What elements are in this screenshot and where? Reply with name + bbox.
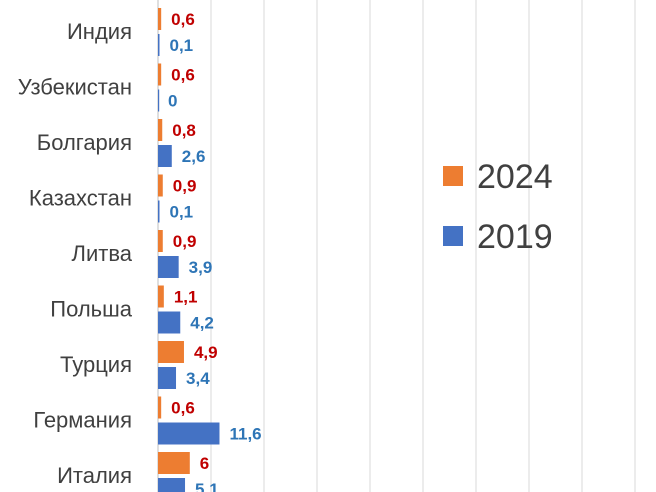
bar-2024 xyxy=(158,230,163,252)
data-label-2019: 2,6 xyxy=(182,147,206,166)
data-label-2019: 0,1 xyxy=(170,36,194,55)
data-label-2024: 6 xyxy=(200,454,209,473)
bar-2024 xyxy=(158,63,162,86)
data-label-2019: 3,4 xyxy=(186,369,210,388)
category-label: Болгария xyxy=(37,130,132,155)
bar-2024 xyxy=(158,8,162,30)
data-label-2024: 0,6 xyxy=(171,399,195,418)
bar-2019 xyxy=(158,34,160,56)
data-label-2024: 0,6 xyxy=(171,66,195,85)
bars xyxy=(158,8,220,492)
data-label-2019: 3,9 xyxy=(189,258,213,277)
data-label-2024: 0,9 xyxy=(173,232,197,251)
bar-2019 xyxy=(158,145,172,167)
bar-2024 xyxy=(158,174,163,197)
bar-2024 xyxy=(158,285,164,308)
value-labels: 0,6 0,1 0,6 0 0,8 2,6 0,9 0,1 0,9 3,9 1,1 4,2 4,9 3,4… xyxy=(168,10,262,492)
legend: 2024 2019 xyxy=(443,158,553,256)
category-label: Германия xyxy=(33,408,132,433)
bar-2024 xyxy=(158,341,184,363)
bar-2019 xyxy=(158,311,181,334)
data-label-2019: 0 xyxy=(168,92,177,111)
data-label-2024: 0,9 xyxy=(173,177,197,196)
data-label-2019: 11,6 xyxy=(229,425,261,444)
legend-label-2024: 2024 xyxy=(477,158,553,196)
category-label: Италия xyxy=(57,463,132,488)
category-label: Польша xyxy=(50,297,133,322)
bar-2019 xyxy=(158,422,220,445)
data-label-2019: 5,1 xyxy=(195,480,219,492)
category-label: Узбекистан xyxy=(18,75,132,100)
data-label-2024: 0,8 xyxy=(172,121,196,140)
data-label-2019: 0,1 xyxy=(170,203,194,222)
data-label-2024: 4,9 xyxy=(194,343,218,362)
bar-2024 xyxy=(158,119,163,141)
bar-2019 xyxy=(158,478,186,492)
category-label: Литва xyxy=(72,241,133,266)
legend-swatch-2024 xyxy=(443,166,463,186)
legend-label-2019: 2019 xyxy=(477,218,553,256)
data-label-2024: 1,1 xyxy=(174,288,198,307)
bar-2024 xyxy=(158,396,162,419)
bar-2019 xyxy=(158,89,160,112)
category-label: Казахстан xyxy=(29,186,132,211)
data-label-2019: 4,2 xyxy=(190,314,214,333)
bar-2019 xyxy=(158,367,177,389)
category-label: Турция xyxy=(60,352,132,377)
category-labels: Индия Узбекистан Болгария Казахстан Литва Пол… xyxy=(18,19,133,488)
bar-2019 xyxy=(158,256,179,278)
bar-2024 xyxy=(158,452,190,474)
category-label: Индия xyxy=(67,19,132,44)
bar-2019 xyxy=(158,200,160,223)
legend-swatch-2019 xyxy=(443,226,463,246)
gridlines xyxy=(157,0,636,492)
data-label-2024: 0,6 xyxy=(171,10,195,29)
